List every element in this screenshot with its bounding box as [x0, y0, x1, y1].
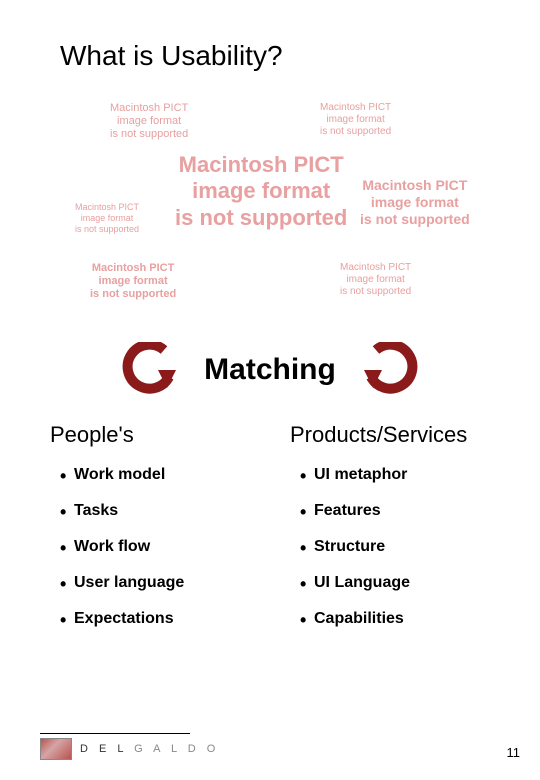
list-item: UI Language	[300, 574, 490, 592]
two-column-list: People's Work model Tasks Work flow User…	[30, 422, 510, 646]
matching-row: Matching	[30, 342, 510, 397]
pict-placeholder: Macintosh PICTimage formatis not support…	[175, 152, 347, 231]
list-item: Features	[300, 502, 490, 520]
list-item: UI metaphor	[300, 466, 490, 484]
pict-placeholder: Macintosh PICTimage formatis not support…	[360, 177, 470, 227]
left-bullet-list: Work model Tasks Work flow User language…	[50, 466, 250, 628]
list-item: Capabilities	[300, 610, 490, 628]
pict-placeholder: Macintosh PICTimage formatis not support…	[75, 202, 139, 234]
logo-text: D E L G A L D O	[80, 743, 219, 755]
matching-label: Matching	[204, 353, 336, 387]
list-item: Expectations	[60, 610, 250, 628]
logo-icon	[40, 738, 72, 760]
list-item: Structure	[300, 538, 490, 556]
slide-footer: D E L G A L D O 11	[40, 733, 520, 760]
right-column: Products/Services UI metaphor Features S…	[290, 422, 490, 646]
list-item: Tasks	[60, 502, 250, 520]
left-column: People's Work model Tasks Work flow User…	[50, 422, 250, 646]
logo-divider	[40, 733, 190, 734]
pict-placeholder: Macintosh PICTimage formatis not support…	[340, 262, 411, 298]
right-bullet-list: UI metaphor Features Structure UI Langua…	[290, 466, 490, 628]
arrow-left-icon	[114, 342, 184, 397]
list-item: Work flow	[60, 538, 250, 556]
left-column-header: People's	[50, 422, 250, 448]
list-item: User language	[60, 574, 250, 592]
logo-block: D E L G A L D O	[40, 733, 219, 760]
page-number: 11	[507, 745, 521, 760]
slide-title: What is Usability?	[30, 40, 510, 72]
arrow-right-icon	[356, 342, 426, 397]
right-column-header: Products/Services	[290, 422, 490, 448]
pict-placeholder: Macintosh PICTimage formatis not support…	[90, 262, 176, 302]
image-placeholder-area: Macintosh PICTimage formatis not support…	[30, 102, 510, 332]
pict-placeholder: Macintosh PICTimage formatis not support…	[320, 102, 391, 138]
list-item: Work model	[60, 466, 250, 484]
pict-placeholder: Macintosh PICTimage formatis not support…	[110, 102, 188, 142]
